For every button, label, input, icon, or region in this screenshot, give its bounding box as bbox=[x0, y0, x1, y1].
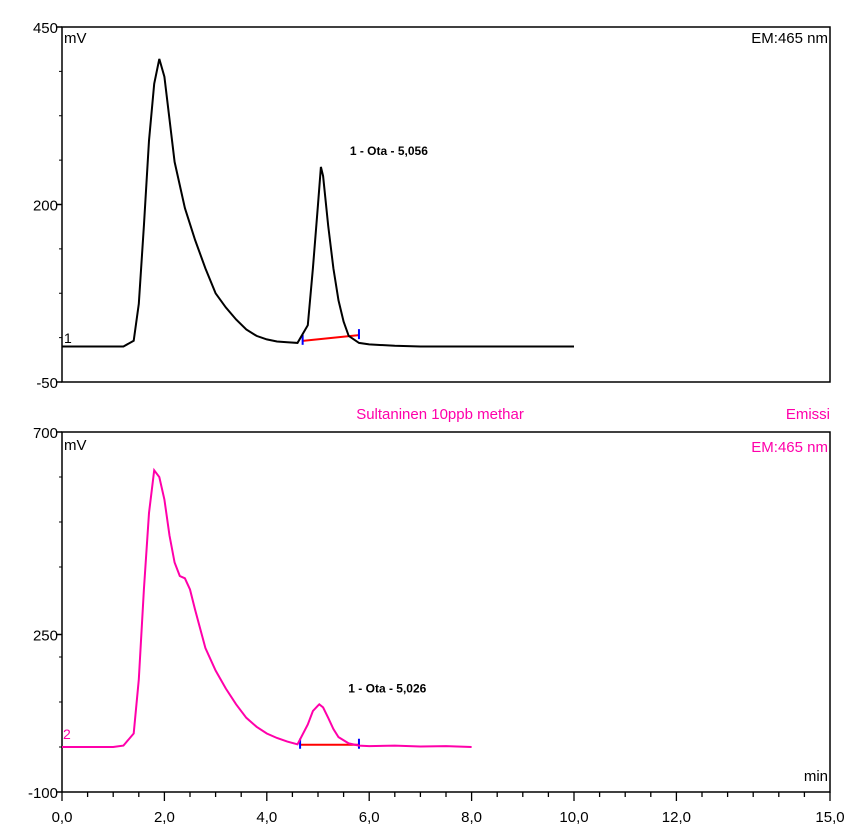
panel-1-ylabel: mV bbox=[64, 30, 87, 47]
panel-2-frame bbox=[61, 431, 831, 793]
panel-2-xlabel: min bbox=[804, 768, 828, 785]
y-tick-label: -100 bbox=[28, 785, 58, 802]
x-tick-label: 12,0 bbox=[662, 809, 691, 826]
panel-2-y-axis: -100 250 700 bbox=[28, 425, 62, 802]
panel-1-series-line bbox=[62, 58, 574, 348]
panel-2-x-axis: 0,0 2,0 4,0 6,0 8,0 10,0 12,0 15,0 bbox=[52, 792, 845, 826]
x-tick-label: 6,0 bbox=[359, 809, 380, 826]
panel-2-peak-label: 1 - Ota - 5,026 bbox=[348, 681, 426, 695]
chromatogram-panel-2: Sultaninen 10ppb methar Emissi mV EM:465… bbox=[28, 406, 845, 826]
panel-2-title-right: Emissi bbox=[786, 406, 830, 423]
x-tick-label: 2,0 bbox=[154, 809, 175, 826]
y-tick-label: 450 bbox=[33, 20, 58, 37]
y-tick-label: 200 bbox=[33, 198, 58, 215]
panel-2-ylabel: mV bbox=[64, 437, 87, 454]
panel-1-frame bbox=[61, 26, 831, 383]
x-tick-label: 8,0 bbox=[461, 809, 482, 826]
x-tick-label: 15,0 bbox=[815, 809, 844, 826]
x-tick-label: 10,0 bbox=[559, 809, 588, 826]
panel-1-peak-label: 1 - Ota - 5,056 bbox=[350, 144, 428, 158]
panel-2-series-line bbox=[62, 467, 472, 748]
y-tick-label: -50 bbox=[36, 375, 58, 392]
panel-2-title: Sultaninen 10ppb methar bbox=[356, 406, 524, 423]
y-tick-label: 250 bbox=[33, 628, 58, 645]
y-tick-label: 700 bbox=[33, 425, 58, 442]
x-tick-label: 4,0 bbox=[256, 809, 277, 826]
panel-1-index: 1 bbox=[64, 330, 72, 346]
x-tick-label: 0,0 bbox=[52, 809, 73, 826]
panel-1-corner-label: EM:465 nm bbox=[751, 30, 828, 47]
panel-1-y-axis: -50 200 450 bbox=[33, 20, 62, 392]
panel-2-corner-label: EM:465 nm bbox=[751, 439, 828, 456]
panel-2-index: 2 bbox=[63, 726, 71, 742]
chromatogram-panel-1: mV EM:465 nm 1 -50 200 450 1 - Ota - 5,056 bbox=[33, 20, 831, 392]
